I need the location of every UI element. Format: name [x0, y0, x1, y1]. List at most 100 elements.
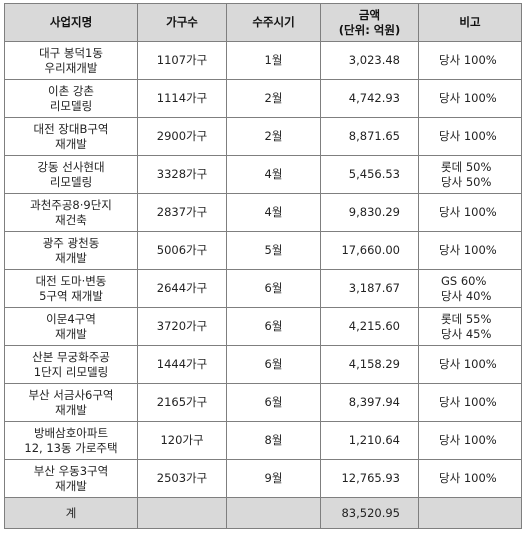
project-name-line: 이촌 강촌 [48, 83, 94, 98]
households-cell: 1444가구 [137, 345, 227, 384]
project-name: 부산 서금사6구역 재개발 [4, 383, 138, 422]
project-name-line: 5구역 재개발 [39, 288, 103, 303]
project-name-line: 재건축 [55, 212, 87, 227]
project-name: 강동 선사현대 리모델링 [4, 155, 138, 194]
households-cell: 5006가구 [137, 231, 227, 270]
table-row: 대전 도마·변동 5구역 재개발 2644가구 6월 3,187.67 GS 60% 당사 … [4, 269, 522, 308]
table-row: 부산 우동3구역 재개발 2503가구 9월 12,765.93 당사 100% [4, 459, 522, 498]
amount-cell: 8,397.94 [320, 383, 419, 422]
households-cell: 3720가구 [137, 307, 227, 346]
note-line: GS 60% [441, 273, 487, 288]
header-amount: 금액 (단위: 억원) [320, 3, 419, 42]
table-row: 과천주공8·9단지 재건축 2837가구 4월 9,830.29 당사 100% [4, 193, 522, 232]
project-name-line: 재개발 [55, 250, 87, 265]
households-cell: 2900가구 [137, 117, 227, 156]
period-cell: 6월 [226, 345, 321, 384]
table-row: 이촌 강촌 리모델링 1114가구 2월 4,742.93 당사 100% [4, 79, 522, 118]
project-name-line: 우리재개발 [44, 60, 98, 75]
period-cell: 6월 [226, 269, 321, 308]
project-name-line: 대전 도마·변동 [35, 273, 107, 288]
project-name-line: 이문4구역 [46, 311, 96, 326]
amount-cell: 4,158.29 [320, 345, 419, 384]
amount-cell: 3,187.67 [320, 269, 419, 308]
amount-cell: 5,456.53 [320, 155, 419, 194]
households-cell: 1114가구 [137, 79, 227, 118]
amount-cell: 8,871.65 [320, 117, 419, 156]
table-row: 대구 봉덕1동 우리재개발 1107가구 1월 3,023.48 당사 100% [4, 41, 522, 80]
amount-cell: 9,830.29 [320, 193, 419, 232]
project-name: 대전 장대B구역 재개발 [4, 117, 138, 156]
amount-cell: 12,765.93 [320, 459, 419, 498]
note-line: 당사 40% [441, 288, 492, 303]
project-name-line: 재개발 [55, 402, 87, 417]
note-cell: 당사 100% [418, 117, 522, 156]
total-note-empty [418, 497, 522, 529]
note-cell: 당사 100% [418, 231, 522, 270]
total-row: 계 83,520.95 [4, 497, 522, 529]
households-cell: 2644가구 [137, 269, 227, 308]
note-line: 롯데 50% [441, 159, 492, 174]
note-line: 당사 100% [439, 243, 497, 257]
project-name: 광주 광천동 재개발 [4, 231, 138, 270]
note-line: 당사 50% [441, 174, 492, 189]
contracts-table-container: 사업지명 가구수 수주시기 금액 (단위: 억원) 비고 대구 봉덕1동 우리재개… [4, 3, 522, 529]
total-label: 계 [4, 497, 138, 529]
note-cell: 당사 100% [418, 421, 522, 460]
header-row: 사업지명 가구수 수주시기 금액 (단위: 억원) 비고 [4, 3, 522, 42]
header-note: 비고 [418, 3, 522, 42]
project-name-line: 리모델링 [49, 174, 93, 189]
period-cell: 1월 [226, 41, 321, 80]
project-name-line: 재개발 [55, 326, 87, 341]
project-name: 방배삼호아파트 12, 13동 가로주택 [4, 421, 138, 460]
amount-cell: 4,742.93 [320, 79, 419, 118]
total-amount: 83,520.95 [320, 497, 419, 529]
note-line: 당사 100% [439, 205, 497, 219]
project-name-line: 재개발 [55, 478, 87, 493]
amount-cell: 17,660.00 [320, 231, 419, 270]
table-body: 대구 봉덕1동 우리재개발 1107가구 1월 3,023.48 당사 100% 이촌 강촌… [4, 41, 522, 498]
households-cell: 2837가구 [137, 193, 227, 232]
period-cell: 4월 [226, 193, 321, 232]
note-cell: 당사 100% [418, 345, 522, 384]
total-households-empty [137, 497, 227, 529]
note-line: 당사 100% [439, 53, 497, 67]
note-cell: 당사 100% [418, 79, 522, 118]
table-header: 사업지명 가구수 수주시기 금액 (단위: 억원) 비고 [4, 3, 522, 42]
project-name-line: 12, 13동 가로주택 [24, 440, 118, 455]
header-amount-line2: (단위: 억원) [338, 22, 401, 37]
project-name: 대전 도마·변동 5구역 재개발 [4, 269, 138, 308]
period-cell: 5월 [226, 231, 321, 270]
project-name: 이촌 강촌 리모델링 [4, 79, 138, 118]
amount-cell: 1,210.64 [320, 421, 419, 460]
note-line: 당사 45% [441, 326, 492, 341]
note-cell: 당사 100% [418, 383, 522, 422]
project-name-line: 1단지 리모델링 [33, 364, 109, 379]
project-name-line: 리모델링 [49, 98, 93, 113]
project-name-line: 재개발 [55, 136, 87, 151]
header-amount-line1: 금액 [358, 7, 381, 22]
period-cell: 4월 [226, 155, 321, 194]
project-name-line: 대전 장대B구역 [33, 121, 109, 136]
project-name-line: 방배삼호아파트 [33, 425, 109, 440]
households-cell: 2165가구 [137, 383, 227, 422]
note-line: 당사 100% [439, 433, 497, 447]
period-cell: 8월 [226, 421, 321, 460]
note-cell: 롯데 50% 당사 50% [418, 155, 522, 194]
project-name-line: 부산 서금사6구역 [28, 387, 114, 402]
table-row: 부산 서금사6구역 재개발 2165가구 6월 8,397.94 당사 100% [4, 383, 522, 422]
households-cell: 3328가구 [137, 155, 227, 194]
table-row: 산본 무궁화주공 1단지 리모델링 1444가구 6월 4,158.29 당사 100% [4, 345, 522, 384]
note-cell: GS 60% 당사 40% [418, 269, 522, 308]
project-name-line: 부산 우동3구역 [33, 463, 109, 478]
note-line: 당사 100% [439, 395, 497, 409]
households-cell: 120가구 [137, 421, 227, 460]
note-line: 당사 100% [439, 91, 497, 105]
total-period-empty [226, 497, 321, 529]
header-households: 가구수 [137, 3, 227, 42]
contracts-table: 사업지명 가구수 수주시기 금액 (단위: 억원) 비고 대구 봉덕1동 우리재개… [4, 3, 522, 529]
header-name: 사업지명 [4, 3, 138, 42]
note-cell: 당사 100% [418, 459, 522, 498]
table-row: 이문4구역 재개발 3720가구 6월 4,215.60 롯데 55% 당사 45% [4, 307, 522, 346]
note-line: 롯데 55% [441, 311, 492, 326]
period-cell: 6월 [226, 307, 321, 346]
